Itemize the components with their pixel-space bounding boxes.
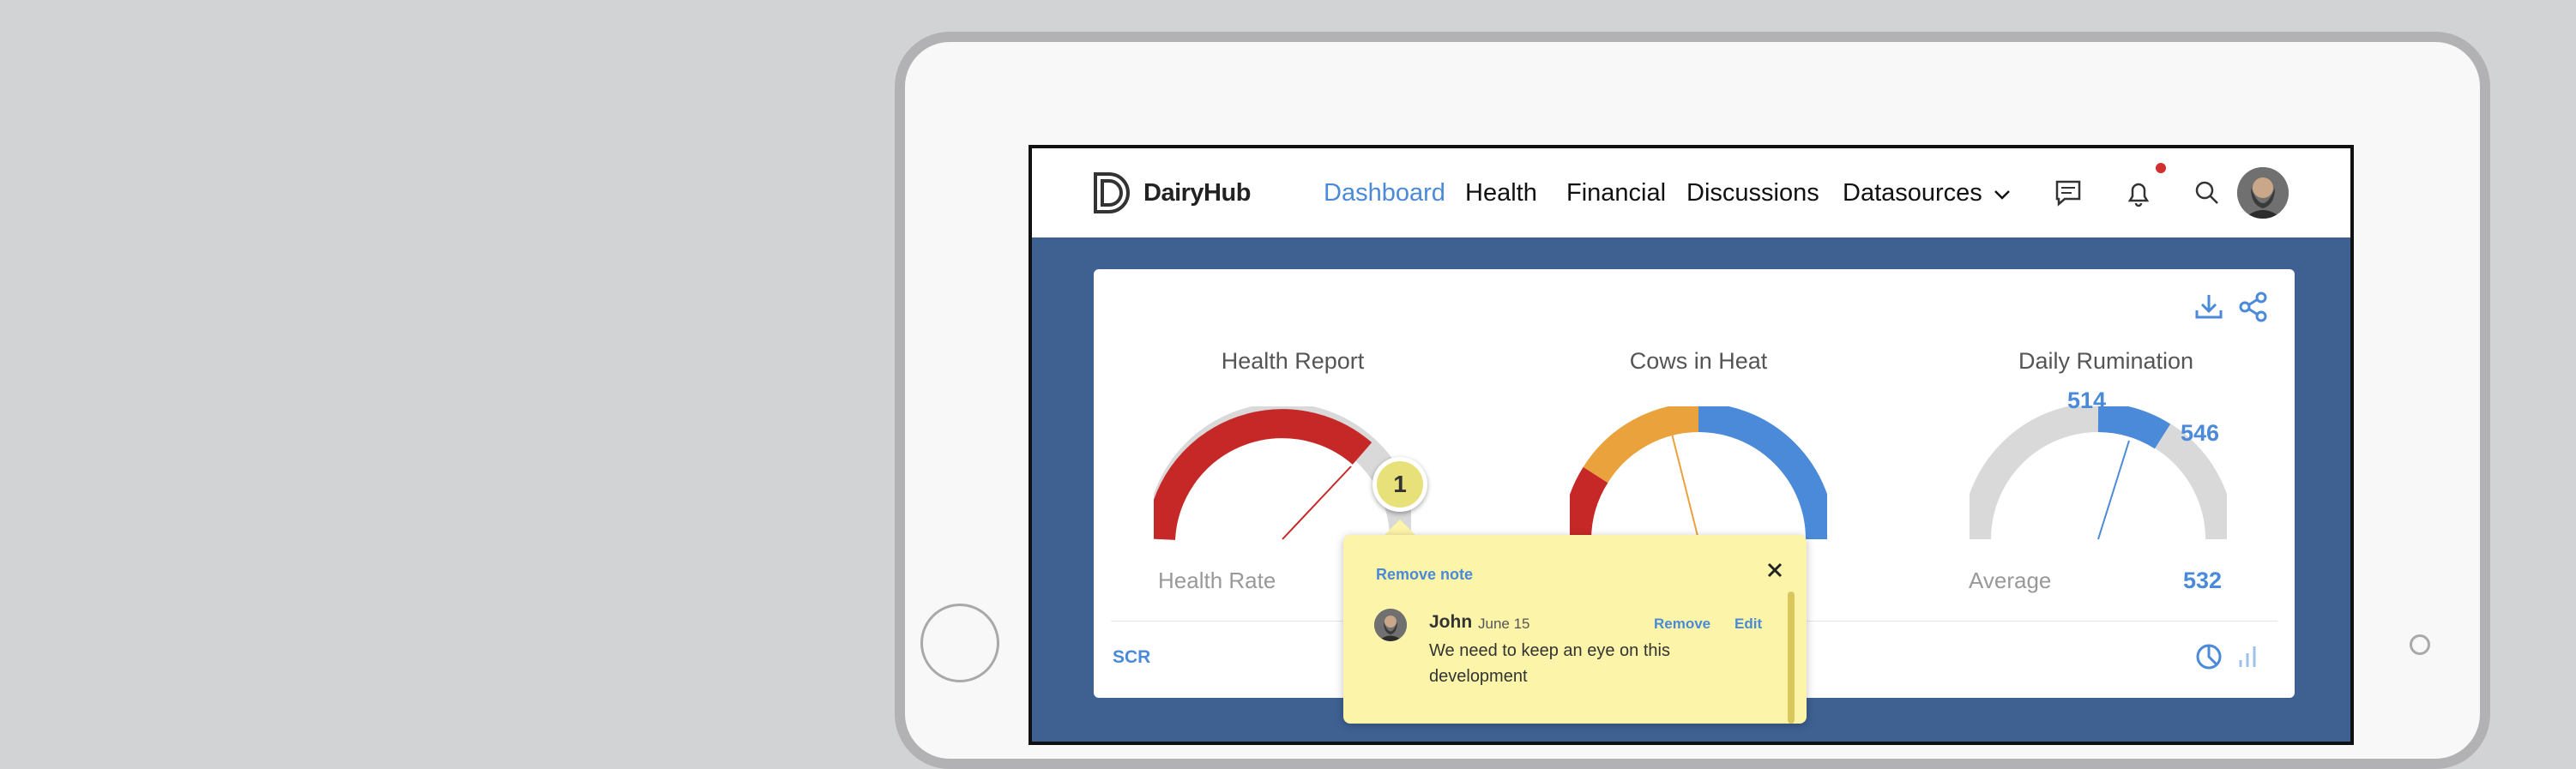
share-icon[interactable] [2236,290,2271,324]
tablet-camera [2410,634,2430,655]
rumination-max-label: 546 [2181,420,2220,446]
brand-logo[interactable]: DairyHub [1092,169,1251,217]
dairyhub-logo-icon [1094,172,1130,213]
nav-financial[interactable]: Financial [1566,179,1667,207]
nav-dashboard[interactable]: Dashboard [1324,179,1445,207]
download-icon[interactable] [2192,290,2226,324]
rumination-average-value: 532 [2183,568,2223,593]
avatar-icon [1374,609,1407,641]
note-pointer [1385,520,1415,535]
note-date: June 15 [1478,616,1530,632]
search-icon[interactable] [2192,177,2223,208]
note-remove-button[interactable]: Remove [1654,616,1711,632]
app-screen: DairyHub Dashboard Health Financial Disc… [1029,145,2354,745]
note-badge[interactable]: 1 [1372,457,1427,512]
bell-icon[interactable] [2123,177,2154,208]
daily-rumination-gauge [1970,406,2227,540]
pie-chart-icon[interactable] [2193,641,2224,672]
gauge-caption-average: Average [1969,568,2052,593]
note-author: John [1429,612,1473,632]
note-text: We need to keep an eye on this developme… [1429,641,1670,686]
cows-in-heat-gauge [1570,406,1827,540]
rumination-min-label: 514 [2067,388,2107,413]
scr-label[interactable]: SCR [1113,647,1151,667]
gauge-title-daily-rumination: Daily Rumination [2018,348,2194,374]
chevron-down-icon [1994,190,2010,200]
nav-datasources-label: Datasources [1843,179,1982,207]
user-avatar[interactable] [2237,167,2289,219]
note-popup: Remove note John June 15 Remove Edit We … [1343,535,1807,724]
nav-health[interactable]: Health [1465,179,1537,207]
brand-name: DairyHub [1143,178,1251,207]
nav-datasources[interactable]: Datasources [1843,179,2012,207]
note-edit-button[interactable]: Edit [1734,616,1763,632]
gauge-caption-health-rate: Health Rate [1158,568,1276,593]
nav-discussions[interactable]: Discussions [1686,179,1819,207]
chat-icon[interactable] [2053,177,2084,208]
tablet-home-button [920,604,999,682]
note-author-avatar [1374,609,1407,641]
gauge-title-cows-in-heat: Cows in Heat [1629,348,1768,374]
top-navbar: DairyHub Dashboard Health Financial Disc… [1032,148,2350,237]
note-scrollbar[interactable] [1788,592,1795,724]
notification-dot [2156,163,2166,173]
close-icon[interactable] [1764,559,1786,581]
user-avatar-icon [2237,167,2289,219]
gauge-title-health-report: Health Report [1221,348,1365,374]
remove-note-link[interactable]: Remove note [1376,566,1474,583]
bar-chart-icon[interactable] [2232,641,2263,672]
